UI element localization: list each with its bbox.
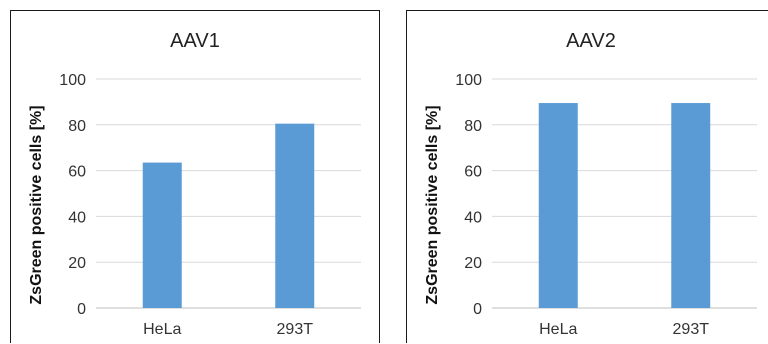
- y-tick-label: 40: [68, 209, 86, 226]
- y-tick-label: 80: [464, 118, 482, 135]
- plot-area: 0 20 40 60 80 100 HeLa 293T: [59, 72, 361, 338]
- y-tick-label: 100: [455, 72, 482, 89]
- y-axis-label: ZsGreen positive cells [%]: [28, 105, 45, 304]
- y-tick-label: 20: [68, 255, 86, 272]
- y-axis-label: ZsGreen positive cells [%]: [424, 105, 441, 304]
- x-tick-label: 293T: [673, 321, 710, 338]
- x-tick-label: 293T: [277, 321, 314, 338]
- bar: [671, 103, 711, 308]
- chart-aav1: AAV1 ZsGreen positive cells [%] 0 20 40 60 8…: [28, 30, 361, 338]
- y-tick-label: 0: [473, 301, 482, 318]
- chart-title: AAV1: [170, 30, 220, 52]
- y-tick-label: 60: [68, 164, 86, 181]
- y-tick-label: 20: [464, 255, 482, 272]
- x-tick-label: HeLa: [143, 321, 181, 338]
- plot-area: 0 20 40 60 80 100 HeLa 293T: [455, 72, 757, 338]
- y-tick-label: 80: [68, 118, 86, 135]
- bar: [142, 162, 182, 308]
- bar: [538, 103, 578, 308]
- y-tick-label: 40: [464, 209, 482, 226]
- chart-panel-aav1: AAV1 ZsGreen positive cells [%] 0 20 40 60 8…: [10, 10, 380, 343]
- bar: [275, 123, 315, 308]
- x-tick-label: HeLa: [539, 321, 577, 338]
- chart-title: AAV2: [566, 30, 616, 52]
- chart-aav2: AAV2 ZsGreen positive cells [%] 0 20 40 60 8…: [424, 30, 757, 338]
- y-tick-label: 0: [77, 301, 86, 318]
- y-tick-label: 100: [59, 72, 86, 89]
- chart-panel-aav2: AAV2 ZsGreen positive cells [%] 0 20 40 60 8…: [406, 10, 768, 343]
- y-tick-label: 60: [464, 164, 482, 181]
